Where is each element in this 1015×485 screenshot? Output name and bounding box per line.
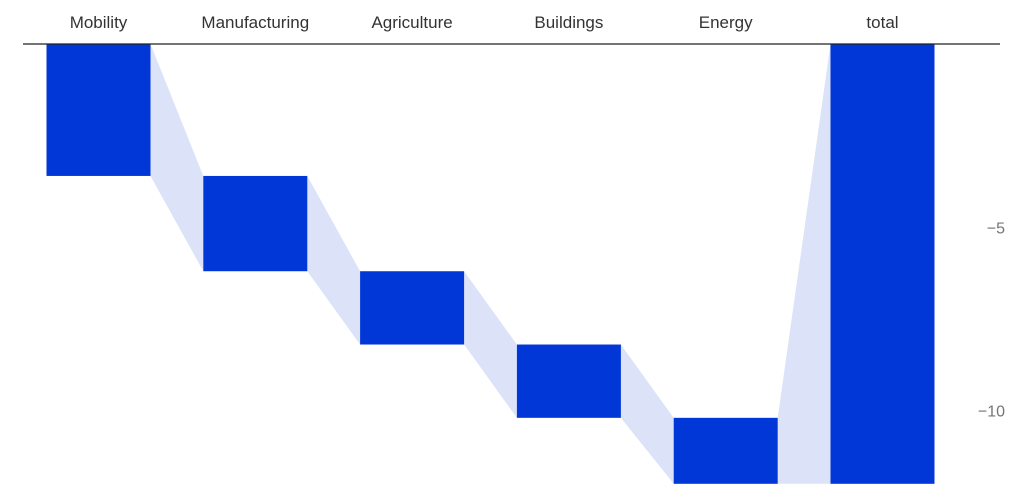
y-tick-label: −10 xyxy=(978,404,1005,421)
connector-4 xyxy=(777,44,831,484)
y-axis-tick-labels: −5 −10 xyxy=(978,220,1005,420)
connector-2 xyxy=(464,271,517,418)
category-label-total: total xyxy=(866,13,898,32)
bar-energy xyxy=(673,417,778,484)
bar-agriculture xyxy=(360,271,465,345)
bar-buildings xyxy=(516,344,621,418)
connector-3 xyxy=(620,344,674,484)
bar-total xyxy=(830,44,935,484)
connector-1 xyxy=(307,175,361,345)
category-label-energy: Energy xyxy=(699,13,753,32)
category-label-agriculture: Agriculture xyxy=(371,13,452,32)
connector-0 xyxy=(150,44,204,272)
bar-mobility xyxy=(46,44,151,176)
y-tick-label: −5 xyxy=(987,220,1005,237)
category-label-buildings: Buildings xyxy=(534,13,603,32)
bar-manufacturing xyxy=(203,175,308,272)
category-label-manufacturing: Manufacturing xyxy=(201,13,309,32)
connector-layer xyxy=(150,44,831,484)
bar-layer xyxy=(46,44,935,484)
category-labels: Mobility Manufacturing Agriculture Building… xyxy=(70,13,899,32)
category-label-mobility: Mobility xyxy=(70,13,128,32)
